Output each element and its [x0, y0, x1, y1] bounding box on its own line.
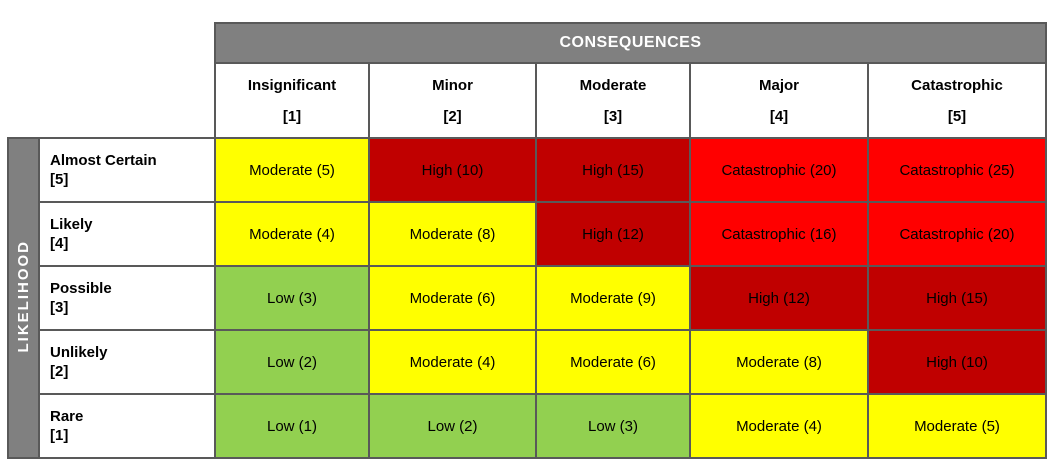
row-header-index: [5]	[50, 171, 69, 188]
risk-cell: Moderate (5)	[867, 393, 1047, 459]
risk-cell: Moderate (8)	[368, 201, 537, 267]
risk-cell: Low (3)	[535, 393, 691, 459]
risk-cell: Moderate (8)	[689, 329, 869, 395]
row-header-index: [4]	[50, 235, 69, 252]
column-header-index: [1]	[282, 107, 302, 125]
column-header-index: [4]	[769, 107, 789, 125]
row-header-index: [3]	[50, 299, 69, 316]
risk-cell: High (12)	[535, 201, 691, 267]
risk-cell: High (10)	[867, 329, 1047, 395]
risk-cell: Low (1)	[214, 393, 370, 459]
risk-matrix-table: CONSEQUENCES Insignificant [1] Minor [2]…	[7, 22, 1047, 459]
row-header-likely: Likely [4]	[38, 201, 216, 267]
row-header-index: [1]	[50, 427, 69, 444]
row-header-index: [2]	[50, 363, 69, 380]
risk-cell: Low (3)	[214, 265, 370, 331]
row-header-label: Unlikely	[50, 343, 108, 361]
column-header-insignificant: Insignificant [1]	[214, 62, 370, 139]
consequences-axis-header: CONSEQUENCES	[214, 22, 1047, 64]
row-header-almost-certain: Almost Certain [5]	[38, 137, 216, 203]
risk-cell: Moderate (9)	[535, 265, 691, 331]
risk-cell: High (10)	[368, 137, 537, 203]
column-header-minor: Minor [2]	[368, 62, 537, 139]
risk-cell: Moderate (4)	[689, 393, 869, 459]
column-header-index: [3]	[603, 107, 623, 125]
risk-cell: Low (2)	[368, 393, 537, 459]
risk-cell: Low (2)	[214, 329, 370, 395]
risk-cell: Moderate (4)	[368, 329, 537, 395]
empty-corner	[8, 23, 215, 63]
risk-cell: Moderate (4)	[214, 201, 370, 267]
row-header-rare: Rare [1]	[38, 393, 216, 459]
risk-cell: High (12)	[689, 265, 869, 331]
column-header-label: Insignificant	[247, 76, 337, 94]
risk-matrix-page: CONSEQUENCES Insignificant [1] Minor [2]…	[0, 22, 1052, 461]
column-header-label: Catastrophic	[911, 76, 1003, 94]
column-header-catastrophic: Catastrophic [5]	[867, 62, 1047, 139]
risk-cell: Moderate (6)	[368, 265, 537, 331]
risk-cell: Catastrophic (16)	[689, 201, 869, 267]
row-header-unlikely: Unlikely [2]	[38, 329, 216, 395]
column-header-label: Major	[758, 76, 799, 94]
column-header-label: Moderate	[579, 76, 647, 94]
risk-cell: High (15)	[535, 137, 691, 203]
risk-cell: Catastrophic (20)	[867, 201, 1047, 267]
row-header-label: Almost Certain	[50, 151, 157, 169]
risk-cell: Moderate (5)	[214, 137, 370, 203]
risk-cell: Catastrophic (20)	[689, 137, 869, 203]
risk-cell: Moderate (6)	[535, 329, 691, 395]
row-header-label: Rare	[50, 407, 84, 425]
column-header-major: Major [4]	[689, 62, 869, 139]
risk-cell: Catastrophic (25)	[867, 137, 1047, 203]
likelihood-axis-header: LIKELIHOOD	[7, 137, 40, 459]
empty-corner	[8, 63, 215, 138]
column-header-label: Minor	[432, 76, 473, 94]
row-header-possible: Possible [3]	[38, 265, 216, 331]
column-header-index: [5]	[947, 107, 967, 125]
row-header-label: Likely	[50, 215, 93, 233]
column-header-moderate: Moderate [3]	[535, 62, 691, 139]
row-header-label: Possible	[50, 279, 112, 297]
risk-cell: High (15)	[867, 265, 1047, 331]
column-header-index: [2]	[443, 107, 462, 125]
likelihood-axis-label: LIKELIHOOD	[15, 239, 32, 353]
